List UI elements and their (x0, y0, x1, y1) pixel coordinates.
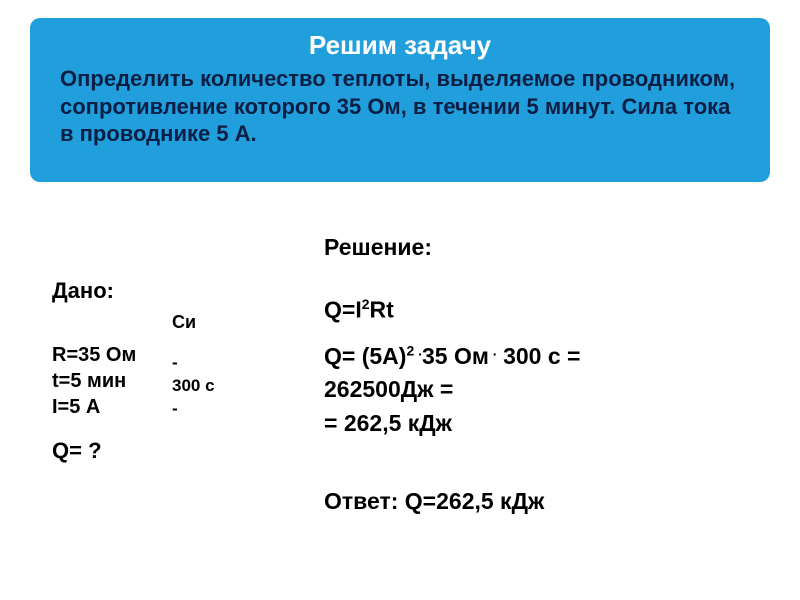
calculation: Q= (5A)2 .35 Ом . 300 с = 262500Дж = = 2… (324, 340, 580, 440)
slide: Решим задачу Определить количество тепло… (0, 0, 800, 600)
problem-statement: Определить количество теплоты, выделяемо… (60, 65, 740, 148)
formula: Q=I2Rt (324, 296, 394, 324)
find-quantity: Q= ? (52, 438, 102, 464)
given-item: I=5 А (52, 394, 136, 420)
si-item: - (172, 398, 215, 421)
si-item: 300 с (172, 375, 215, 398)
si-values: - 300 с - (172, 352, 215, 421)
given-item: R=35 Ом (52, 342, 136, 368)
answer: Ответ: Q=262,5 кДж (324, 488, 544, 515)
solution-heading: Решение: (324, 234, 432, 261)
si-heading: Си (172, 312, 196, 333)
slide-title: Решим задачу (60, 30, 740, 61)
given-heading: Дано: (52, 278, 114, 304)
header-box: Решим задачу Определить количество тепло… (30, 18, 770, 182)
given-values: R=35 Ом t=5 мин I=5 А (52, 342, 136, 420)
given-item: t=5 мин (52, 368, 136, 394)
si-item: - (172, 352, 215, 375)
